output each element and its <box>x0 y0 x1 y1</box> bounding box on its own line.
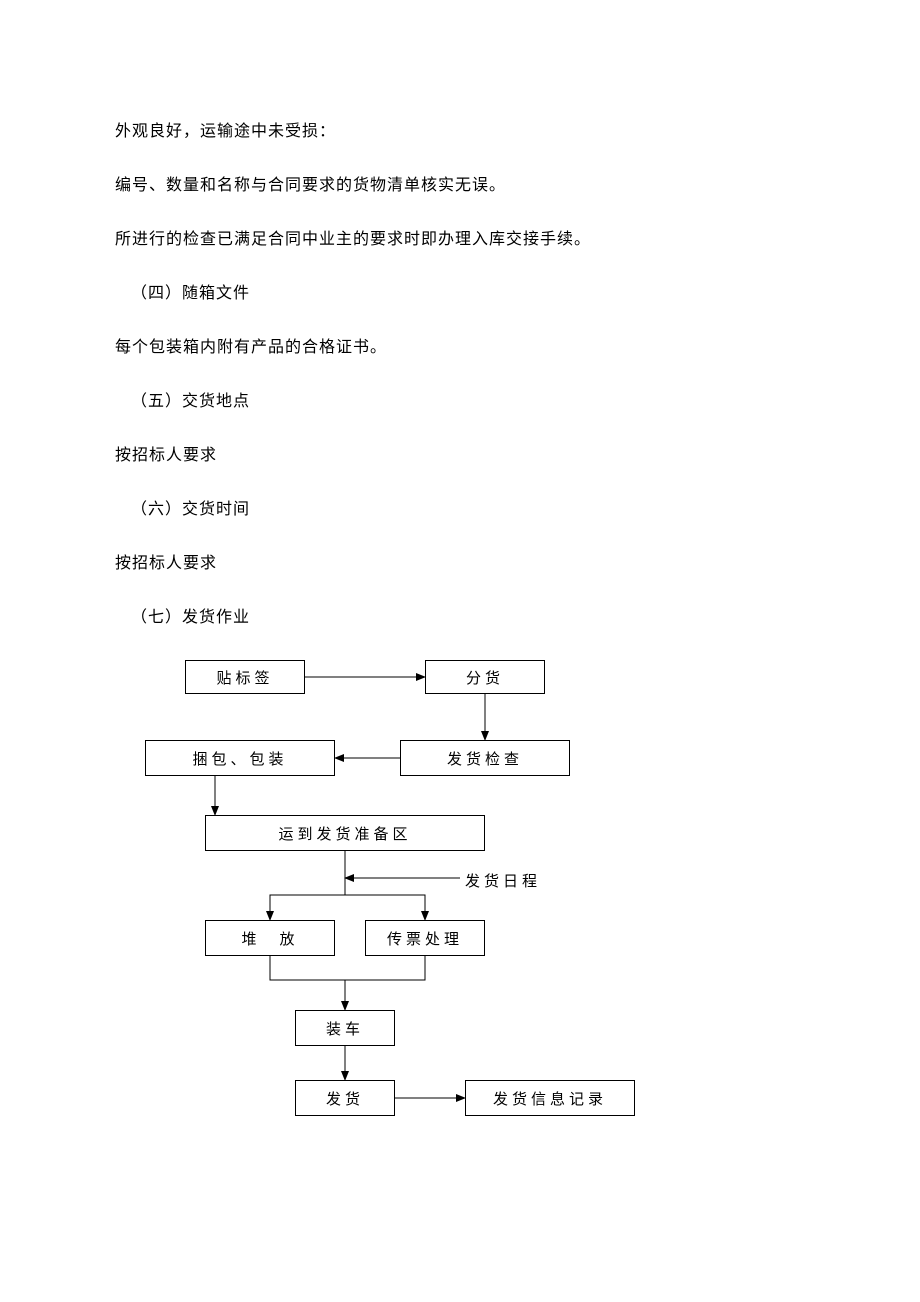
flow-label-l1: 发货日程 <box>465 870 541 891</box>
heading-4: （四）随箱文件 <box>115 282 805 306</box>
paragraph-1: 外观良好，运输途中未受损： <box>115 120 805 144</box>
flow-edge <box>345 895 425 920</box>
flow-node-n3: 发货检查 <box>400 740 570 776</box>
heading-7: （七）发货作业 <box>115 606 805 630</box>
flow-edge <box>270 895 345 920</box>
flow-edge <box>345 956 425 980</box>
heading-5: （五）交货地点 <box>115 390 805 414</box>
paragraph-9: 按招标人要求 <box>115 552 805 576</box>
flow-node-n10: 发货信息记录 <box>465 1080 635 1116</box>
paragraph-3: 所进行的检查已满足合同中业主的要求时即办理入库交接手续。 <box>115 228 805 252</box>
flow-node-n9: 发货 <box>295 1080 395 1116</box>
flow-node-n6: 堆 放 <box>205 920 335 956</box>
flow-node-n5: 运到发货准备区 <box>205 815 485 851</box>
flowchart-edges <box>145 660 745 1150</box>
paragraph-7: 按招标人要求 <box>115 444 805 468</box>
document-page: 外观良好，运输途中未受损： 编号、数量和名称与合同要求的货物清单核实无误。 所进… <box>0 0 920 1210</box>
shipping-flowchart: 贴标签 分货发货检查 捆包、包装运到发货准备区堆 放传票处理装车发货 发货信息记录 发… <box>145 660 745 1150</box>
paragraph-2: 编号、数量和名称与合同要求的货物清单核实无误。 <box>115 174 805 198</box>
flow-node-n2: 分货 <box>425 660 545 694</box>
flow-node-n4: 捆包、包装 <box>145 740 335 776</box>
flow-node-n1: 贴标签 <box>185 660 305 694</box>
paragraph-5: 每个包装箱内附有产品的合格证书。 <box>115 336 805 360</box>
heading-6: （六）交货时间 <box>115 498 805 522</box>
flow-edge <box>270 956 345 980</box>
flow-node-n8: 装车 <box>295 1010 395 1046</box>
flow-node-n7: 传票处理 <box>365 920 485 956</box>
